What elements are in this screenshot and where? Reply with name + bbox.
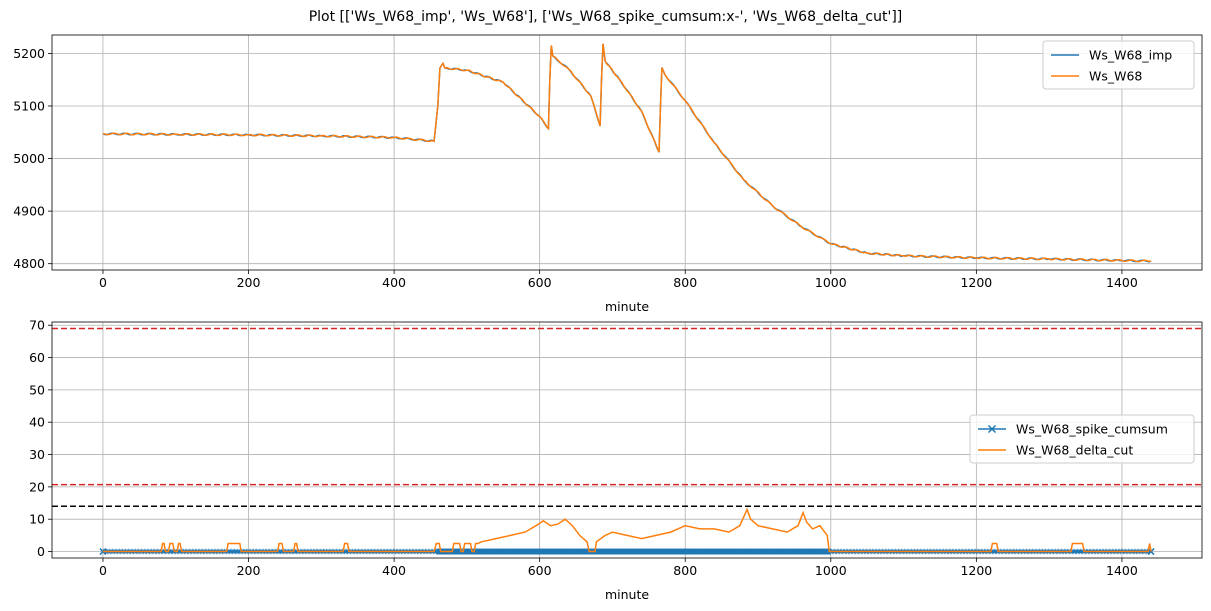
- series-line-Ws_W68_imp: [102, 43, 1152, 263]
- legend-label: Ws_W68_imp: [1089, 48, 1172, 63]
- x-tick-label: 0: [99, 563, 107, 578]
- plot-area: [102, 43, 1152, 263]
- legend: Ws_W68_imp Ws_W68: [1042, 40, 1195, 90]
- x-tick-label: 600: [528, 563, 552, 578]
- y-tick-label: 5000: [13, 151, 45, 166]
- x-tick-label: 1200: [960, 275, 992, 290]
- x-tick-label: 1000: [815, 275, 847, 290]
- axes-frame: [51, 321, 1203, 559]
- y-tick-label: 0: [37, 544, 45, 559]
- y-tick-label: 5100: [13, 98, 45, 113]
- x-axis-label: minute: [605, 587, 649, 602]
- legend-box: [969, 414, 1195, 464]
- top-plot: 0 200 400 600 800 1000 1200 1400 4800 4900 5000 510…: [13, 34, 1203, 314]
- y-tick-label: 30: [29, 447, 45, 462]
- plot-area: [52, 327, 1202, 556]
- series-line-Ws_W68: [102, 43, 1152, 263]
- x-tick-label: 800: [673, 275, 697, 290]
- x-tick-label: 1000: [815, 563, 847, 578]
- legend-box: [1042, 40, 1195, 90]
- y-tick-label: 4800: [13, 256, 45, 271]
- y-tick-label: 5200: [13, 46, 45, 61]
- y-tick-label: 10: [29, 512, 45, 527]
- series-band-Ws_W68_spike_cumsum: [436, 548, 831, 555]
- legend-label: Ws_W68: [1089, 69, 1142, 84]
- legend-label: Ws_W68_spike_cumsum: [1016, 422, 1168, 437]
- x-tick-label: 1400: [1106, 563, 1138, 578]
- x-tick-label: 1400: [1106, 275, 1138, 290]
- x-tick-label: 200: [237, 275, 261, 290]
- x-tick-label: 400: [382, 275, 406, 290]
- legend-label: Ws_W68_delta_cut: [1016, 443, 1133, 458]
- x-tick-label: 0: [99, 275, 107, 290]
- y-tick-label: 60: [29, 350, 45, 365]
- axes-frame: [51, 34, 1203, 271]
- bottom-plot: 0 200 400 600 800 1000 1200 1400 0 10 20 30 40 50 60 70…: [29, 318, 1203, 602]
- legend: Ws_W68_spike_cumsum Ws_W68_delta_cut: [969, 414, 1195, 464]
- y-tick-label: 40: [29, 415, 45, 430]
- figure-title: Plot [['Ws_W68_imp', 'Ws_W68'], ['Ws_W68…: [309, 9, 903, 25]
- x-axis-label: minute: [605, 299, 649, 314]
- y-tick-label: 20: [29, 479, 45, 494]
- x-tick-label: 600: [528, 275, 552, 290]
- x-tick-label: 800: [673, 563, 697, 578]
- x-tick-label: 1200: [960, 563, 992, 578]
- y-tick-label: 70: [29, 318, 45, 333]
- legend-marker-0: [987, 424, 997, 434]
- x-tick-label: 400: [382, 563, 406, 578]
- y-tick-label: 50: [29, 382, 45, 397]
- x-tick-label: 200: [237, 563, 261, 578]
- series-line-Ws_W68_delta_cut: [102, 507, 1152, 553]
- y-tick-label: 4900: [13, 204, 45, 219]
